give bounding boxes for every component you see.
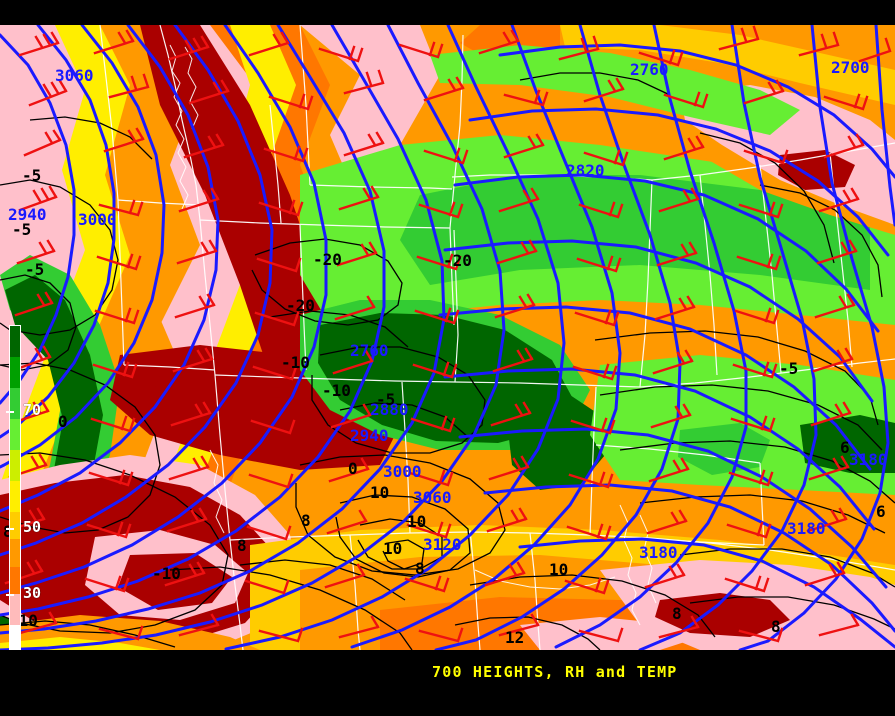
colorbar-segment — [10, 450, 20, 482]
colorbar-tick-mark — [6, 593, 14, 596]
top-black-band — [0, 0, 895, 25]
height-contours — [0, 25, 895, 650]
map-canvas — [0, 25, 895, 650]
colorbar-segment — [10, 481, 20, 513]
colorbar-segment — [10, 624, 20, 650]
colorbar-segment — [10, 593, 20, 625]
colorbar-segment — [10, 539, 20, 567]
temperature-contours — [0, 72, 895, 650]
colorbar-segment — [10, 326, 20, 358]
colorbar-tick-label: 50 — [23, 517, 42, 536]
colorbar-segment — [10, 357, 20, 389]
chart-title: 700 HEIGHTS, RH and TEMP — [432, 663, 678, 681]
colorbar-tick-mark — [6, 411, 14, 414]
colorbar-segment — [10, 566, 20, 594]
colorbar-segment — [10, 388, 20, 420]
wind-barbs — [4, 25, 892, 643]
footer-band — [0, 650, 895, 716]
map-plot-area[interactable]: 3060 2760 2700 2940 3000 2820 2760 2880 2940 3000… — [0, 25, 895, 650]
colorbar-segment — [10, 419, 20, 451]
colorbar-tick-label: 30 — [23, 583, 42, 602]
colorbar-tick-label: 70 — [23, 401, 42, 420]
relative-humidity-colorbar[interactable]: 70503010 — [6, 325, 41, 650]
colorbar-tick-mark — [6, 527, 14, 530]
colorbar-segment — [10, 512, 20, 540]
